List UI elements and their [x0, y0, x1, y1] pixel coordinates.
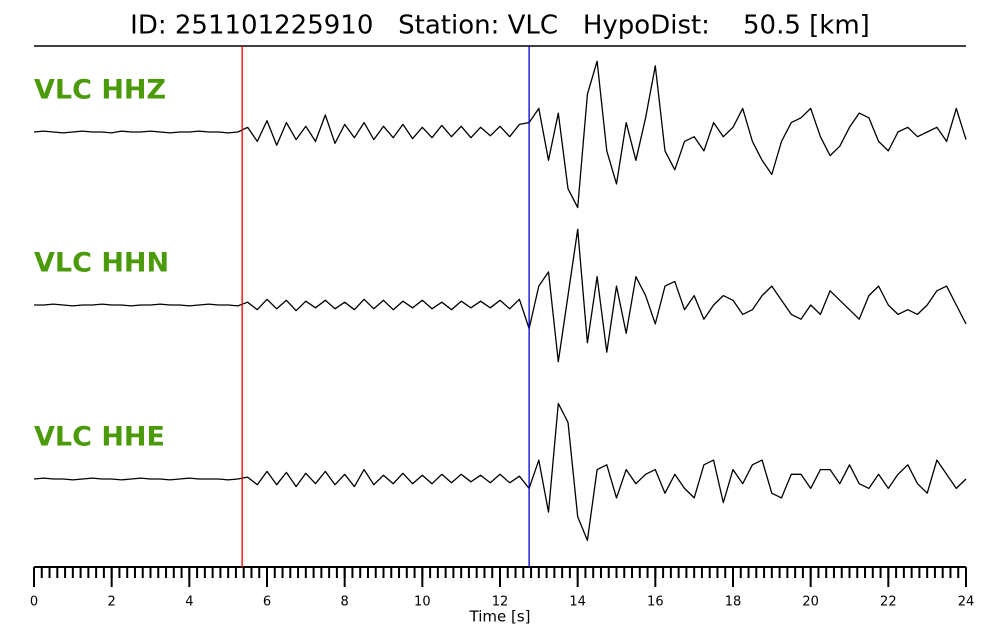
- trace-label: VLC HHE: [34, 422, 165, 453]
- x-tick-label: 6: [263, 595, 271, 610]
- chart-title: ID: 251101225910 Station: VLC HypoDist: …: [130, 11, 870, 41]
- x-tick-label: 16: [647, 595, 664, 610]
- waveform: [33, 402, 967, 542]
- x-tick-label: 0: [30, 595, 38, 610]
- x-tick-label: 2: [108, 595, 116, 610]
- x-tick-label: 18: [725, 595, 742, 610]
- x-tick-label: 4: [185, 595, 193, 610]
- x-tick-label: 20: [802, 595, 819, 610]
- x-tick-label: 10: [414, 595, 431, 610]
- trace-label: VLC HHZ: [34, 75, 166, 106]
- x-tick-label: 12: [492, 595, 509, 610]
- x-tick-label: 14: [569, 595, 586, 610]
- x-tick-label: 8: [341, 595, 349, 610]
- trace-label: VLC HHN: [34, 248, 169, 279]
- waveform: [33, 60, 967, 209]
- x-tick-label: 22: [880, 595, 897, 610]
- x-tick-label: 24: [958, 595, 975, 610]
- x-axis-label: Time [s]: [469, 608, 531, 626]
- waveform: [34, 228, 967, 363]
